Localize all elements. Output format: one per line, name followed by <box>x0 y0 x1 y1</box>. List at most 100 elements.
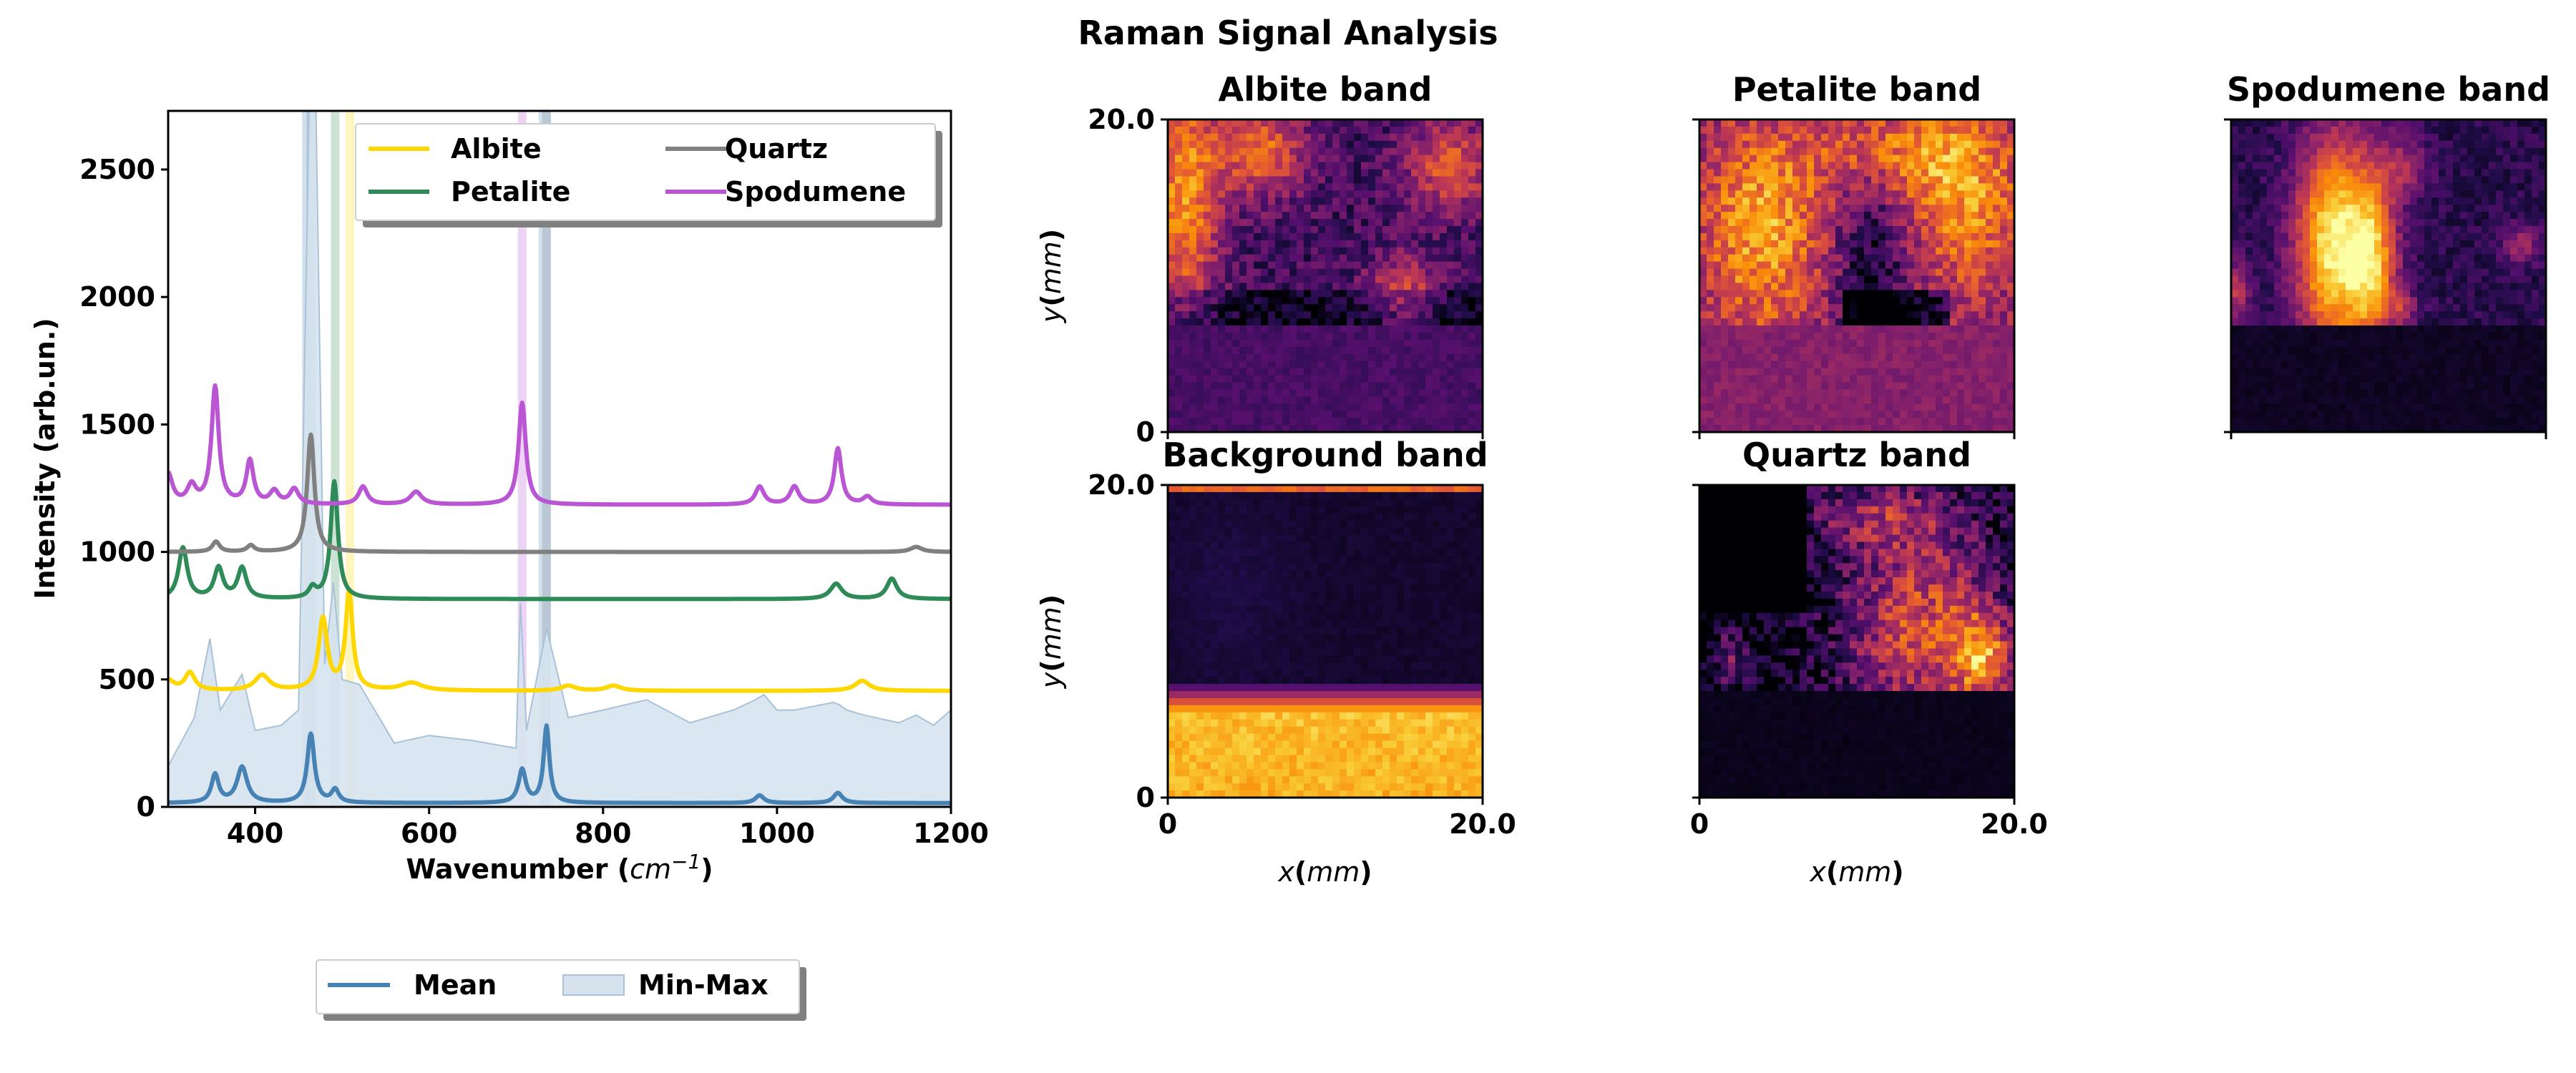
heatmap-cell <box>1440 396 1448 404</box>
heatmap-cell <box>1986 133 1994 142</box>
heatmap-cell <box>1325 261 1333 270</box>
heatmap-cell <box>1168 197 1176 205</box>
heatmap-cell <box>2310 212 2318 220</box>
heatmap-cell <box>1318 396 1326 404</box>
heatmap-cell <box>1189 297 1197 305</box>
heatmap-cell <box>2346 254 2353 263</box>
heatmap-cell <box>2346 183 2353 191</box>
heatmap-cell <box>1757 155 1765 163</box>
heatmap-cell <box>1390 247 1397 255</box>
heatmap-cell <box>1857 205 1865 212</box>
heatmap-cell <box>1986 268 1994 277</box>
heatmap-cell <box>1857 162 1865 170</box>
heatmap-cell <box>1828 368 1836 376</box>
heatmap-cell <box>1742 190 1750 198</box>
heatmap-cell <box>1750 361 1757 369</box>
heatmap-cell <box>1835 140 1843 149</box>
heatmap-cell <box>1757 403 1765 411</box>
heatmap-cell <box>1979 240 1986 248</box>
heatmap-cell <box>1340 275 1347 284</box>
heatmap-cell <box>1189 162 1197 170</box>
heatmap-cell <box>1204 261 1211 270</box>
heatmap-cell <box>1750 353 1757 362</box>
heatmap-cell <box>1196 411 1204 418</box>
heatmap-cell <box>2496 205 2504 212</box>
heatmap-cell <box>2303 140 2311 149</box>
heatmap-cell <box>1375 155 1383 163</box>
heatmap-cell <box>2346 155 2353 163</box>
heatmap-cell <box>1268 140 1276 149</box>
heatmap-cell <box>2396 169 2404 177</box>
heatmap-cell <box>1347 162 1355 170</box>
heatmap-cell <box>1311 197 1319 205</box>
heatmap-cell <box>1792 325 1800 333</box>
heatmap-cell <box>1475 318 1483 326</box>
heatmap-cell <box>1807 361 1815 369</box>
heatmap-cell <box>2000 353 2008 362</box>
heatmap-cell <box>1964 332 1972 340</box>
heatmap-cell <box>1297 339 1304 348</box>
heatmap-cell <box>2532 212 2540 220</box>
heatmap-cell <box>1354 247 1362 255</box>
heatmap-cell <box>1735 290 1743 298</box>
heatmap-cell <box>1354 283 1362 290</box>
heatmap-cell <box>1821 375 1829 383</box>
heatmap-cell <box>1971 268 1979 277</box>
heatmap-cell <box>1800 418 1807 426</box>
heatmap-cell <box>1907 283 1915 290</box>
heatmap-cell <box>2231 176 2239 184</box>
heatmap-cell <box>1957 318 1965 326</box>
heatmap-cell <box>1714 219 1722 227</box>
heatmap-cell <box>1714 290 1722 298</box>
heatmap-cell <box>2482 140 2489 149</box>
heatmap-cell <box>1361 304 1369 312</box>
heatmap-cell <box>1864 339 1872 348</box>
heatmap-cell <box>1311 346 1319 355</box>
heatmap-cell <box>2007 339 2015 348</box>
heatmap-cell <box>2245 283 2253 290</box>
heatmap-cell <box>1304 418 1312 426</box>
heatmap-cell <box>1211 225 1219 234</box>
legend-stats-box <box>316 959 800 1014</box>
heatmap-cell <box>1390 225 1397 234</box>
heatmap-cell <box>1878 389 1886 397</box>
heatmap-cell <box>1368 205 1376 212</box>
heatmap-cell <box>2510 162 2518 170</box>
heatmap-cell <box>2396 232 2404 241</box>
heatmap-cell <box>1750 325 1757 333</box>
heatmap-cell <box>2517 155 2525 163</box>
heatmap-cell <box>1368 225 1376 234</box>
heatmap-cell <box>1792 225 1800 234</box>
heatmap-cell <box>1246 418 1254 426</box>
heatmap-cell <box>1289 382 1297 391</box>
heatmap-cell <box>2424 275 2432 284</box>
heatmap-cell <box>1964 183 1972 191</box>
heatmap-cell <box>2296 275 2303 284</box>
heatmap-cell <box>1468 368 1476 376</box>
heatmap-cell <box>1168 382 1176 391</box>
heatmap-cell <box>2410 225 2418 234</box>
heatmap-cell <box>2539 162 2547 170</box>
heatmap-cell <box>2510 205 2518 212</box>
spectrum-series <box>167 383 952 805</box>
heatmap-cell <box>1425 225 1433 234</box>
heatmap-cell <box>1986 325 1994 333</box>
heatmap-cell <box>1885 254 1893 263</box>
heatmap-cell <box>1814 247 1822 255</box>
heatmap-cell <box>1390 140 1397 149</box>
heatmap-cell <box>1425 361 1433 369</box>
heatmap-cell <box>1461 403 1469 411</box>
heatmap-cell <box>1390 361 1397 369</box>
heatmap-cell <box>1275 140 1283 149</box>
heatmap-cell <box>1785 290 1793 298</box>
heatmap-cell <box>1425 268 1433 277</box>
heatmap-cell <box>1757 247 1765 255</box>
heatmap-cell <box>2267 212 2275 220</box>
heatmap-cell <box>2317 219 2325 227</box>
heatmap-cell <box>1757 254 1765 263</box>
heatmap-cell <box>2346 225 2353 234</box>
heatmap-cell <box>2460 126 2468 134</box>
heatmap-cell <box>1204 403 1211 411</box>
heatmap-cell <box>1993 183 2001 191</box>
heatmap-cell <box>1835 219 1843 227</box>
